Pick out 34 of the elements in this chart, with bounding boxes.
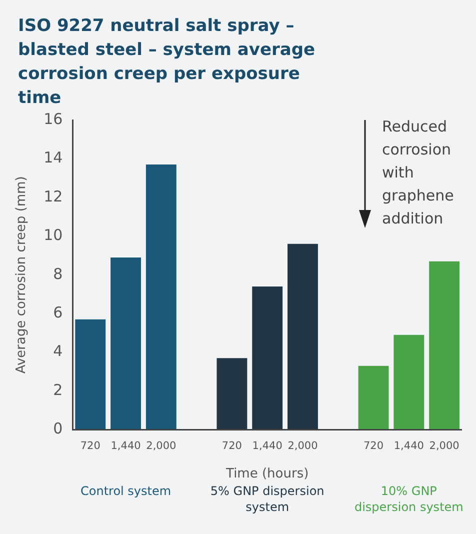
y-tick-label: 6 xyxy=(53,304,63,322)
y-tick-label: 16 xyxy=(44,110,63,128)
y-axis-title: Average corrosion creep (mm) xyxy=(14,176,30,374)
x-tick-label: 720 xyxy=(363,440,384,452)
y-tick-label: 12 xyxy=(44,187,63,206)
y-tick-label: 10 xyxy=(44,226,63,244)
y-tick-label: 2 xyxy=(53,380,63,399)
text: 10% GNP dispersion system xyxy=(354,484,464,514)
x-tick-label: 2,000 xyxy=(288,440,318,452)
x-tick-label: 1,440 xyxy=(394,440,424,452)
x-tick-label: 720 xyxy=(222,440,242,452)
chart-title: ISO 9227 neutral salt spray – blasted steel – system average corrosion creep per exposure time xyxy=(18,15,316,110)
bar xyxy=(358,366,389,430)
bar xyxy=(216,358,248,430)
x-tick-label: 1,440 xyxy=(252,440,282,452)
bar xyxy=(110,257,141,430)
x-tick-label: 1,440 xyxy=(110,440,141,452)
y-tick-label: 14 xyxy=(44,148,63,167)
x-tick-label: 720 xyxy=(80,440,100,452)
bar xyxy=(146,164,176,430)
bar xyxy=(394,334,424,430)
x-tick-label: 2,000 xyxy=(146,440,176,452)
text: Control system xyxy=(80,484,172,498)
text: 5% GNP dispersion system xyxy=(210,484,324,514)
x-tick-label: 2,000 xyxy=(429,440,460,452)
y-tick-label: 8 xyxy=(53,264,63,283)
x-axis-title: Time (hours) xyxy=(225,466,309,482)
bar xyxy=(429,261,460,430)
bar xyxy=(252,286,283,430)
bar xyxy=(75,319,106,430)
bar xyxy=(288,244,318,430)
y-tick-label: 4 xyxy=(53,342,63,360)
annotation: Reduced corrosion with graphene addition xyxy=(382,117,454,228)
y-tick-label: 0 xyxy=(53,420,63,438)
